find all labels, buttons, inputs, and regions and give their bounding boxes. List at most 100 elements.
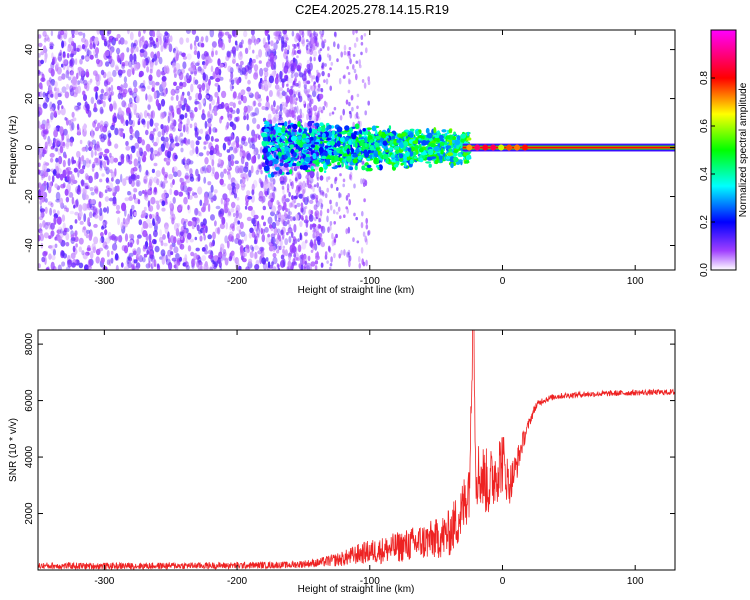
- spectrogram-noise-cell: [261, 196, 264, 204]
- spectrogram-noise-cell: [130, 173, 136, 180]
- spectrogram-noise-cell: [236, 79, 240, 85]
- spectrogram-noise-cell: [316, 182, 320, 188]
- spectrogram-noise-cell: [312, 44, 315, 51]
- spectrogram-noise-cell: [338, 77, 342, 85]
- spectrogram-transition-cell: [334, 155, 340, 162]
- spectrogram-noise-cell: [243, 105, 248, 113]
- spectrogram-noise-cell: [107, 95, 111, 101]
- spectrogram-transition-cell: [263, 121, 270, 125]
- spectrogram-noise-cell: [108, 132, 112, 138]
- spectrogram-noise-cell: [153, 90, 157, 100]
- snr-series-line: [38, 330, 675, 570]
- spectrogram-noise-cell: [347, 50, 351, 56]
- spectrogram-transition-cell: [277, 132, 282, 136]
- spectrogram-noise-cell: [92, 161, 96, 168]
- spectrogram-noise-cell: [301, 253, 304, 261]
- spectrogram-noise-cell: [143, 179, 147, 183]
- spectrogram-noise-cell: [105, 61, 110, 67]
- spectrogram-noise-cell: [68, 76, 72, 81]
- spectrogram-noise-cell: [295, 32, 300, 40]
- spectrogram-noise-cell: [153, 162, 158, 167]
- spectrogram-noise-cell: [108, 197, 114, 202]
- spectrogram-noise-cell: [204, 95, 210, 99]
- spectrogram-noise-cell: [92, 206, 98, 215]
- spectrogram-noise-cell: [328, 266, 332, 270]
- spectrogram-noise-cell: [348, 198, 352, 206]
- spectrogram-noise-cell: [107, 187, 113, 192]
- spectrogram-noise-cell: [326, 53, 330, 58]
- spectrogram-noise-cell: [142, 80, 146, 86]
- spectrogram-noise-cell: [292, 81, 295, 88]
- spectrogram-noise-cell: [224, 257, 229, 266]
- spectrogram-noise-cell: [129, 90, 134, 96]
- carrier-blob: [498, 144, 505, 151]
- spectrogram-noise-cell: [269, 52, 275, 60]
- spectrogram-noise-cell: [149, 118, 154, 127]
- spectrogram-noise-cell: [79, 139, 83, 145]
- spectrogram-noise-cell: [41, 198, 45, 203]
- spectrogram-noise-cell: [197, 92, 202, 101]
- spectrogram-noise-cell: [298, 68, 302, 75]
- spectrogram-noise-cell: [89, 78, 93, 83]
- spectrogram-noise-cell: [219, 265, 222, 270]
- spectrogram-noise-cell: [268, 90, 273, 97]
- spectrogram-noise-cell: [109, 182, 114, 191]
- spectrogram-transition-cell: [284, 146, 290, 153]
- spectrogram-transition-cell: [281, 148, 285, 155]
- spectrogram-noise-cell: [207, 203, 211, 212]
- spectrogram-transition-cell: [331, 134, 335, 140]
- spectrogram-noise-cell: [90, 149, 94, 158]
- spectrogram-noise-cell: [319, 233, 322, 237]
- spectrogram-noise-cell: [109, 169, 113, 174]
- spectrogram-noise-cell: [153, 230, 158, 238]
- spectrogram-noise-cell: [178, 135, 181, 143]
- spectrogram-noise-cell: [304, 68, 308, 75]
- spectrogram-noise-cell: [353, 42, 357, 48]
- spectrogram-noise-cell: [126, 47, 130, 53]
- spectrogram-noise-cell: [346, 65, 349, 70]
- spectrogram-transition-cell: [305, 138, 310, 143]
- spectrogram-transition-cell: [275, 166, 280, 171]
- spectrogram-noise-cell: [204, 250, 209, 255]
- spectrogram-noise-cell: [316, 251, 319, 259]
- spectrogram-noise-cell: [304, 205, 308, 210]
- spectrogram-noise-cell: [38, 234, 41, 242]
- spectrogram-noise-cell: [142, 230, 148, 238]
- spectrogram-noise-cell: [293, 217, 296, 221]
- spectrogram-noise-cell: [137, 160, 141, 169]
- spectrogram-noise-cell: [309, 264, 312, 270]
- spectrogram-transition-cell: [277, 151, 282, 157]
- spectrogram-transition-cell: [404, 161, 407, 168]
- spectrogram-noise-cell: [166, 37, 170, 46]
- spectrogram-noise-cell: [353, 68, 357, 74]
- spectrogram-noise-cell: [220, 115, 224, 120]
- spectrogram-noise-cell: [67, 259, 72, 268]
- spectrogram-noise-cell: [86, 184, 90, 190]
- spectrogram-transition-cell: [326, 125, 330, 131]
- spectrogram-noise-cell: [155, 40, 160, 48]
- spectrogram-noise-cell: [165, 141, 169, 149]
- spectrogram-transition-cell: [285, 150, 290, 157]
- spectrogram-noise-cell: [274, 35, 280, 40]
- spectrogram-transition-cell: [312, 168, 316, 172]
- spectrogram-noise-cell: [342, 108, 346, 116]
- spectrogram-transition-cell: [289, 169, 293, 175]
- spectrogram-noise-cell: [340, 51, 344, 58]
- spectrogram-noise-cell: [160, 45, 164, 52]
- spectrogram-noise-cell: [181, 95, 184, 100]
- spectrogram-noise-cell: [318, 93, 324, 100]
- spectrogram-noise-cell: [137, 156, 141, 164]
- spectrogram-transition-cell: [433, 146, 440, 152]
- spectrogram-noise-cell: [310, 107, 313, 112]
- spectrogram-transition-cell: [413, 151, 417, 156]
- spectrogram-noise-cell: [309, 214, 313, 219]
- spectrogram-noise-cell: [203, 165, 207, 174]
- spectrogram-noise-cell: [119, 37, 125, 45]
- spectrogram-noise-cell: [94, 214, 99, 219]
- spectrogram-noise-cell: [142, 43, 148, 49]
- spectrogram-noise-cell: [274, 76, 279, 85]
- spectrogram-noise-cell: [204, 120, 208, 129]
- spectrogram-noise-cell: [358, 255, 361, 263]
- spectrogram-noise-cell: [148, 178, 153, 187]
